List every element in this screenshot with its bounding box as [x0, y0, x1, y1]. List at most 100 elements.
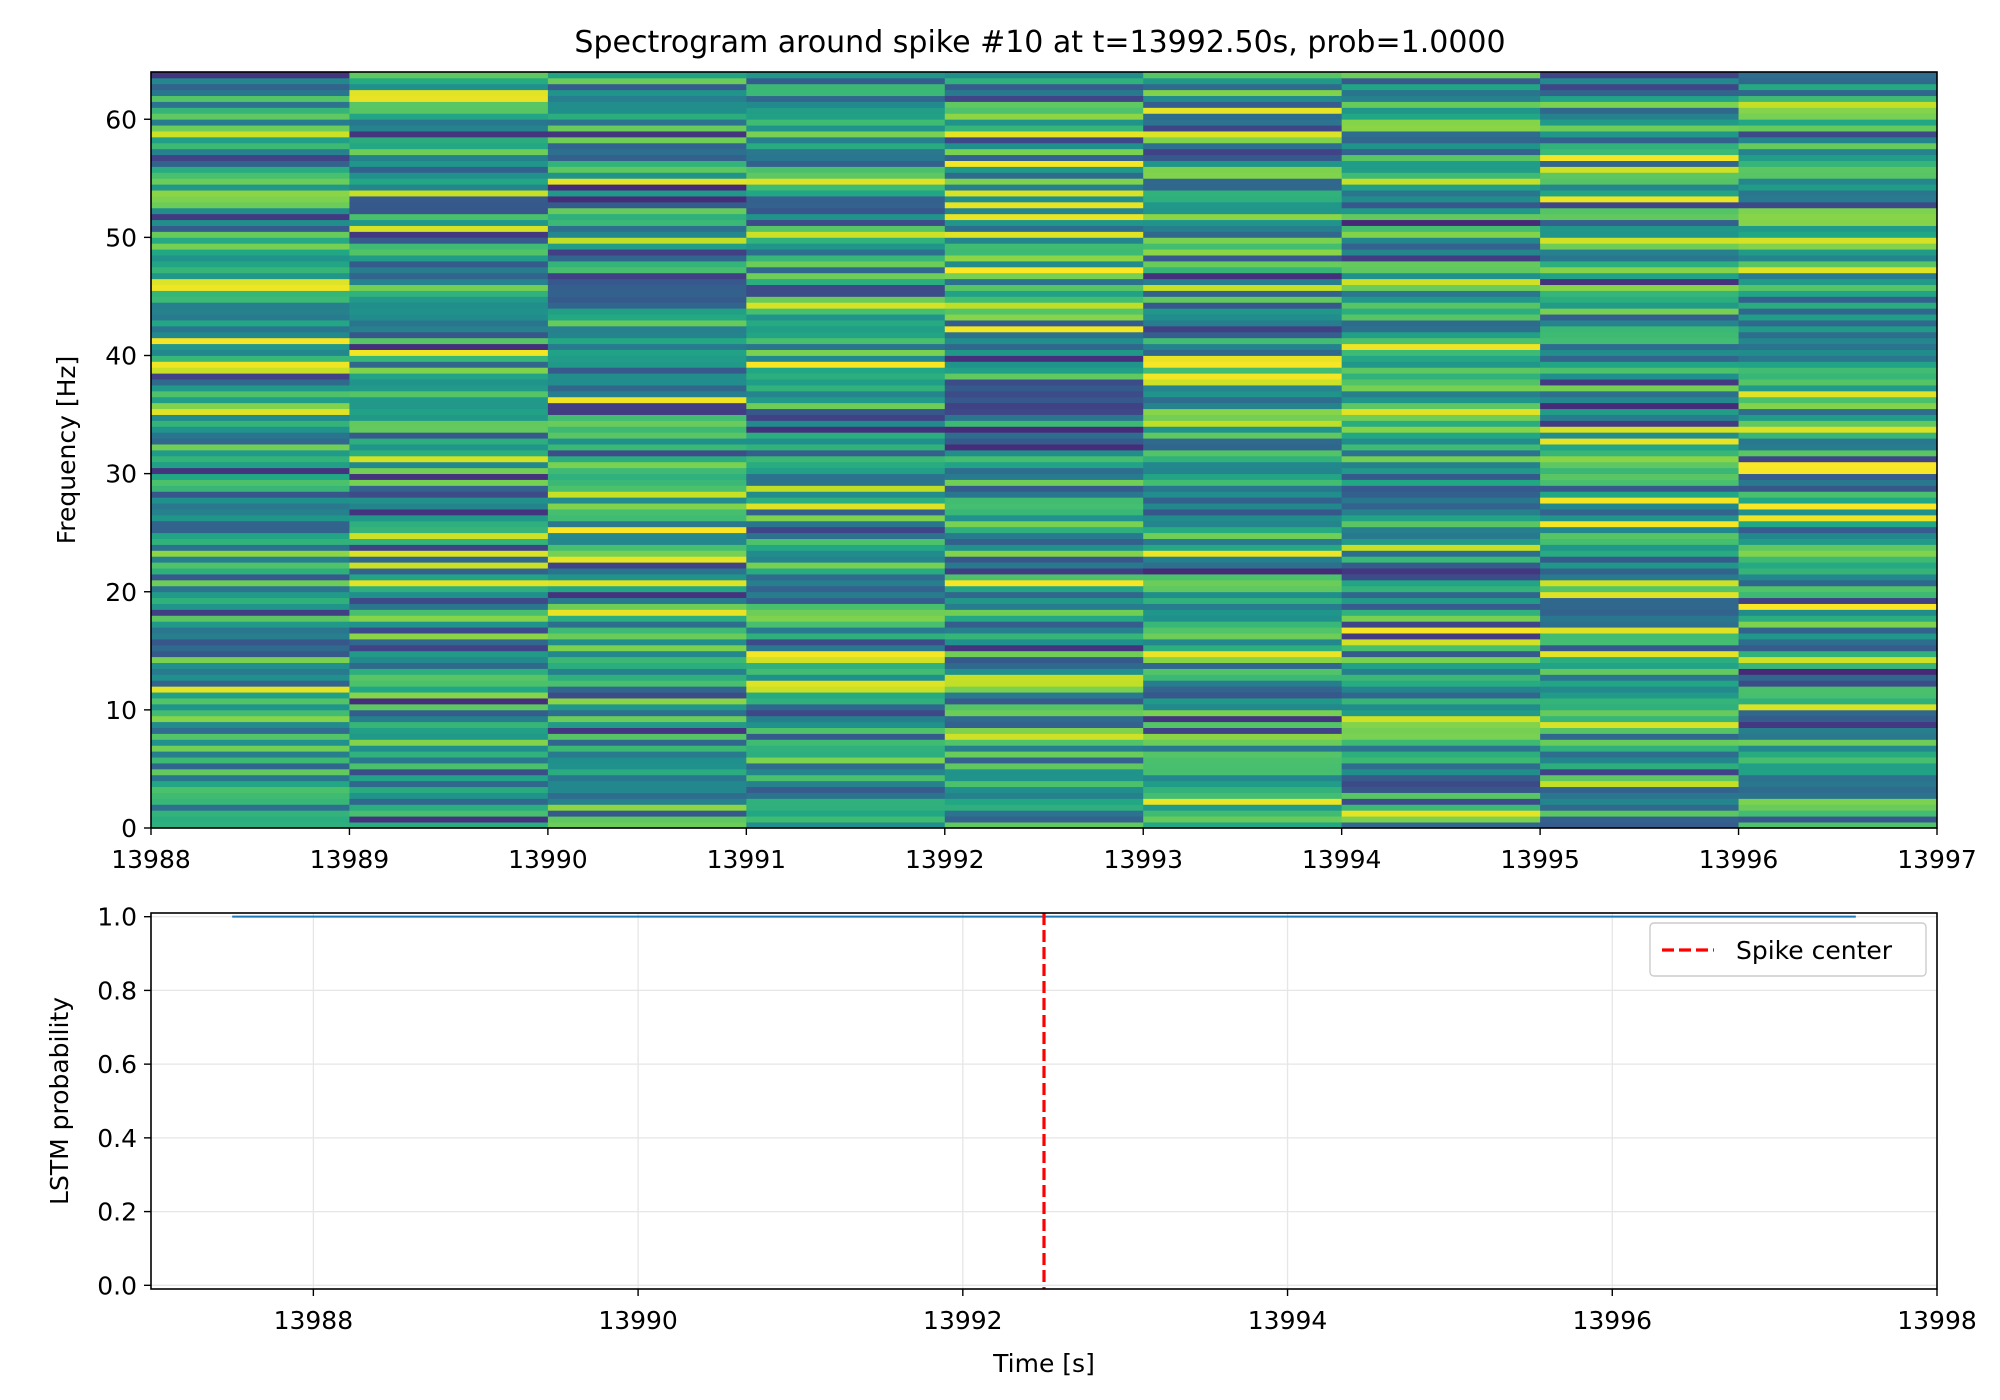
- spectrogram-cell: [746, 538, 946, 545]
- spectrogram-cell: [1341, 721, 1541, 728]
- spectrogram-cell: [151, 686, 350, 693]
- spectrogram-cell: [1143, 467, 1343, 475]
- spectrogram-cell: [1143, 72, 1343, 79]
- spectrogram-cell: [1540, 816, 1739, 823]
- spectrogram-cell: [151, 444, 350, 451]
- spectrogram-cell: [746, 355, 946, 362]
- spectrogram-cell: [746, 201, 946, 209]
- spectrogram-cell: [1540, 89, 1739, 97]
- spectrogram-cell: [547, 160, 747, 167]
- spectrogram-cell: [1738, 343, 1938, 350]
- spectrogram-cell: [349, 733, 549, 740]
- spectrogram-cell: [547, 479, 747, 486]
- spectrogram-cell: [547, 680, 747, 687]
- spectrogram-cell: [1341, 361, 1541, 368]
- probability-x-label: Time [s]: [992, 1349, 1095, 1378]
- spectrogram-cell: [944, 727, 1144, 734]
- spectrogram-cell: [746, 373, 946, 380]
- spectrogram-cell: [151, 792, 350, 799]
- spectrogram-cell: [746, 166, 946, 173]
- spectrogram-cell: [1143, 355, 1343, 362]
- spectrogram-cell: [1738, 314, 1938, 321]
- spectrogram-cell: [746, 219, 946, 226]
- spectrogram-cell: [349, 786, 549, 793]
- spectrogram-cell: [944, 751, 1144, 758]
- spectrogram-cell: [151, 83, 350, 91]
- spectrogram-cell: [1143, 792, 1343, 799]
- spectrogram-cell: [1341, 810, 1541, 817]
- spectrogram-cell: [944, 314, 1144, 321]
- spectrogram-cell: [1143, 83, 1343, 91]
- spectrogram-cell: [547, 633, 747, 640]
- spectrogram-cell: [1738, 526, 1938, 534]
- spectrogram-cell: [1143, 284, 1343, 291]
- spectrogram-cell: [1143, 107, 1343, 114]
- spectrogram-cell: [1738, 172, 1938, 179]
- spectrogram-cell: [746, 361, 946, 368]
- spectrogram-cell: [1341, 207, 1541, 215]
- probability-x-ticks: 13988 13990 13992 13994 13996 13998: [274, 1289, 1977, 1335]
- spectrogram-cell: [1540, 390, 1739, 398]
- spectrogram-cell: [1738, 774, 1938, 782]
- spectrogram-cell: [1143, 662, 1343, 669]
- spectrogram-cell: [1738, 255, 1938, 262]
- spectrogram-cell: [1143, 95, 1343, 102]
- spectrogram-cell: [547, 745, 747, 752]
- spectrogram-cell: [1738, 402, 1938, 410]
- spectrogram-cell: [151, 556, 350, 563]
- spectrogram-cell: [1738, 804, 1938, 811]
- spectrogram-x-tick-label: 13988: [111, 845, 191, 874]
- spectrogram-cell: [151, 532, 350, 539]
- spectrogram-cell: [746, 337, 946, 345]
- spectrogram-cell: [746, 367, 946, 374]
- spectrogram-cell: [944, 101, 1144, 108]
- spectrogram-cell: [1540, 556, 1739, 563]
- spectrogram-cell: [1143, 373, 1343, 380]
- spectrogram-cell: [1143, 715, 1343, 723]
- spectrogram-cell: [349, 77, 549, 85]
- spectrogram-cell: [1738, 432, 1938, 439]
- spectrogram-cell: [1143, 361, 1343, 368]
- spectrogram-cell: [349, 166, 549, 173]
- spectrogram-cell: [547, 514, 747, 522]
- spectrogram-cell: [547, 591, 747, 599]
- spectrogram-cell: [1738, 201, 1938, 209]
- spectrogram-cell: [1143, 656, 1343, 664]
- spectrogram-cell: [547, 444, 747, 451]
- spectrogram-cell: [1738, 160, 1938, 167]
- spectrogram-cell: [1540, 284, 1739, 291]
- spectrogram-cell: [746, 101, 946, 108]
- spectrogram-cell: [1540, 709, 1739, 717]
- spectrogram-cell: [746, 822, 946, 829]
- spectrogram-cell: [151, 355, 350, 362]
- spectrogram-cell: [944, 266, 1144, 274]
- spectrogram-cell: [151, 692, 350, 699]
- spectrogram-cell: [547, 733, 747, 740]
- spectrogram-cell: [547, 579, 747, 587]
- spectrogram-cell: [349, 491, 549, 498]
- spectrogram-cell: [746, 609, 946, 616]
- spectrogram-cell: [1540, 296, 1739, 303]
- spectrogram-cell: [944, 125, 1144, 132]
- spectrogram-cell: [349, 627, 549, 634]
- spectrogram-cell: [1738, 662, 1938, 669]
- spectrogram-cell: [349, 780, 549, 788]
- spectrogram-cell: [151, 615, 350, 622]
- spectrogram-cell: [1341, 438, 1541, 445]
- spectrogram-cell: [1143, 314, 1343, 321]
- spectrogram-cell: [547, 432, 747, 439]
- probability-x-tick-label: 13996: [1573, 1306, 1653, 1335]
- spectrogram-cell: [547, 550, 747, 557]
- spectrogram-cell: [1540, 343, 1739, 350]
- spectrogram-cell: [944, 331, 1144, 339]
- spectrogram-cell: [1738, 325, 1938, 333]
- spectrogram-cell: [547, 367, 747, 374]
- spectrogram-cell: [1143, 261, 1343, 268]
- spectrogram-cell: [1540, 201, 1739, 209]
- spectrogram-cell: [746, 585, 946, 593]
- spectrogram-cell: [547, 438, 747, 445]
- spectrogram-cell: [944, 290, 1144, 297]
- spectrogram-cell: [746, 414, 946, 421]
- spectrogram-cell: [1540, 420, 1739, 427]
- spectrogram-cell: [151, 166, 350, 173]
